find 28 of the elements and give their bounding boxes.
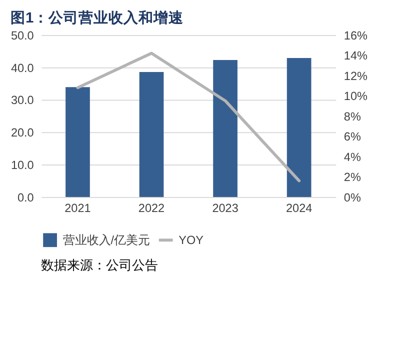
legend-label: 营业收入/亿美元 (62, 233, 150, 248)
y2-tick-label: 6% (344, 130, 362, 144)
y-tick-label: 50.0 (10, 29, 34, 42)
y-tick-label: 20.0 (10, 126, 34, 140)
legend-label: YOY (178, 234, 204, 248)
y2-tick-label: 14% (344, 50, 368, 63)
x-tick-label: 2024 (286, 202, 313, 216)
y2-tick-label: 2% (344, 171, 362, 184)
bar (213, 60, 238, 197)
x-tick-label: 2021 (64, 202, 91, 216)
y2-tick-label: 4% (344, 150, 362, 164)
bar (66, 87, 90, 197)
chart-title: 图1：公司营业收入和增速 (10, 9, 185, 26)
bar (139, 72, 164, 197)
x-tick-label: 2022 (138, 202, 165, 216)
y2-tick-label: 0% (344, 191, 362, 204)
y2-tick-label: 10% (344, 90, 368, 104)
bar (286, 58, 312, 197)
y2-tick-label: 12% (344, 70, 368, 83)
y-tick-label: 0.0 (17, 191, 34, 204)
line-series (76, 52, 301, 182)
y-tick-label: 30.0 (10, 94, 34, 108)
source-note: 数据来源：公司公告 (41, 258, 158, 273)
y-tick-label: 10.0 (10, 158, 34, 172)
y2-tick-label: 8% (344, 110, 362, 124)
x-tick-label: 2023 (212, 202, 239, 216)
y-tick-label: 40.0 (10, 62, 34, 75)
y2-tick-label: 16% (344, 29, 368, 42)
